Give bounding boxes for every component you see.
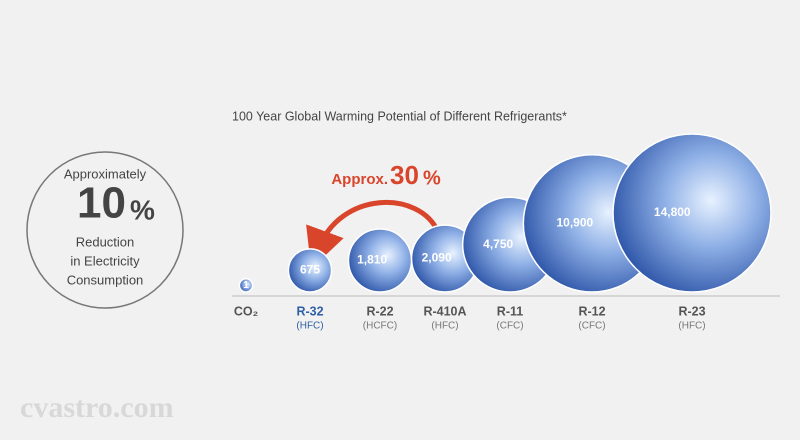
category-label: CO₂: [234, 304, 258, 318]
annotation-number: 30: [390, 160, 419, 190]
callout-top: Approximately: [64, 166, 147, 181]
bubble: [612, 133, 772, 293]
bubble: [287, 248, 333, 293]
annotation-prefix: Approx.: [331, 171, 388, 188]
value-label: 14,800: [654, 205, 691, 219]
callout-circle: [26, 151, 184, 309]
callout-line: Consumption: [67, 272, 144, 287]
subcategory-label: (HFC): [431, 321, 458, 332]
value-label: 10,900: [556, 216, 593, 230]
callout-line: Reduction: [76, 234, 135, 249]
annotation-unit: %: [423, 167, 441, 189]
category-label: R-22: [366, 304, 393, 318]
watermark: cvastro.com: [20, 391, 174, 424]
callout-number: 10: [77, 179, 126, 228]
subcategory-label: (CFC): [496, 321, 523, 332]
category-label: R-23: [678, 304, 705, 318]
category-label: R-11: [497, 304, 523, 318]
callout-line: in Electricity: [70, 253, 140, 268]
subcategory-label: (HCFC): [363, 321, 397, 332]
value-label: 4,750: [483, 237, 513, 251]
callout-unit: %: [130, 194, 155, 225]
category-label: R-410A: [423, 304, 466, 318]
category-label: R-12: [578, 304, 605, 318]
chart-title: 100 Year Global Warming Potential of Dif…: [232, 109, 567, 123]
value-label: 675: [300, 263, 320, 277]
subcategory-label: (CFC): [578, 321, 605, 332]
category-label: R-32: [296, 304, 323, 318]
value-label: 1,810: [357, 253, 387, 267]
bubble: [238, 278, 254, 293]
subcategory-label: (HFC): [296, 321, 323, 332]
arrow: [306, 200, 441, 269]
subcategory-label: (HFC): [678, 321, 705, 332]
value-label: 2,090: [422, 251, 452, 265]
value-label: 1: [243, 280, 249, 291]
